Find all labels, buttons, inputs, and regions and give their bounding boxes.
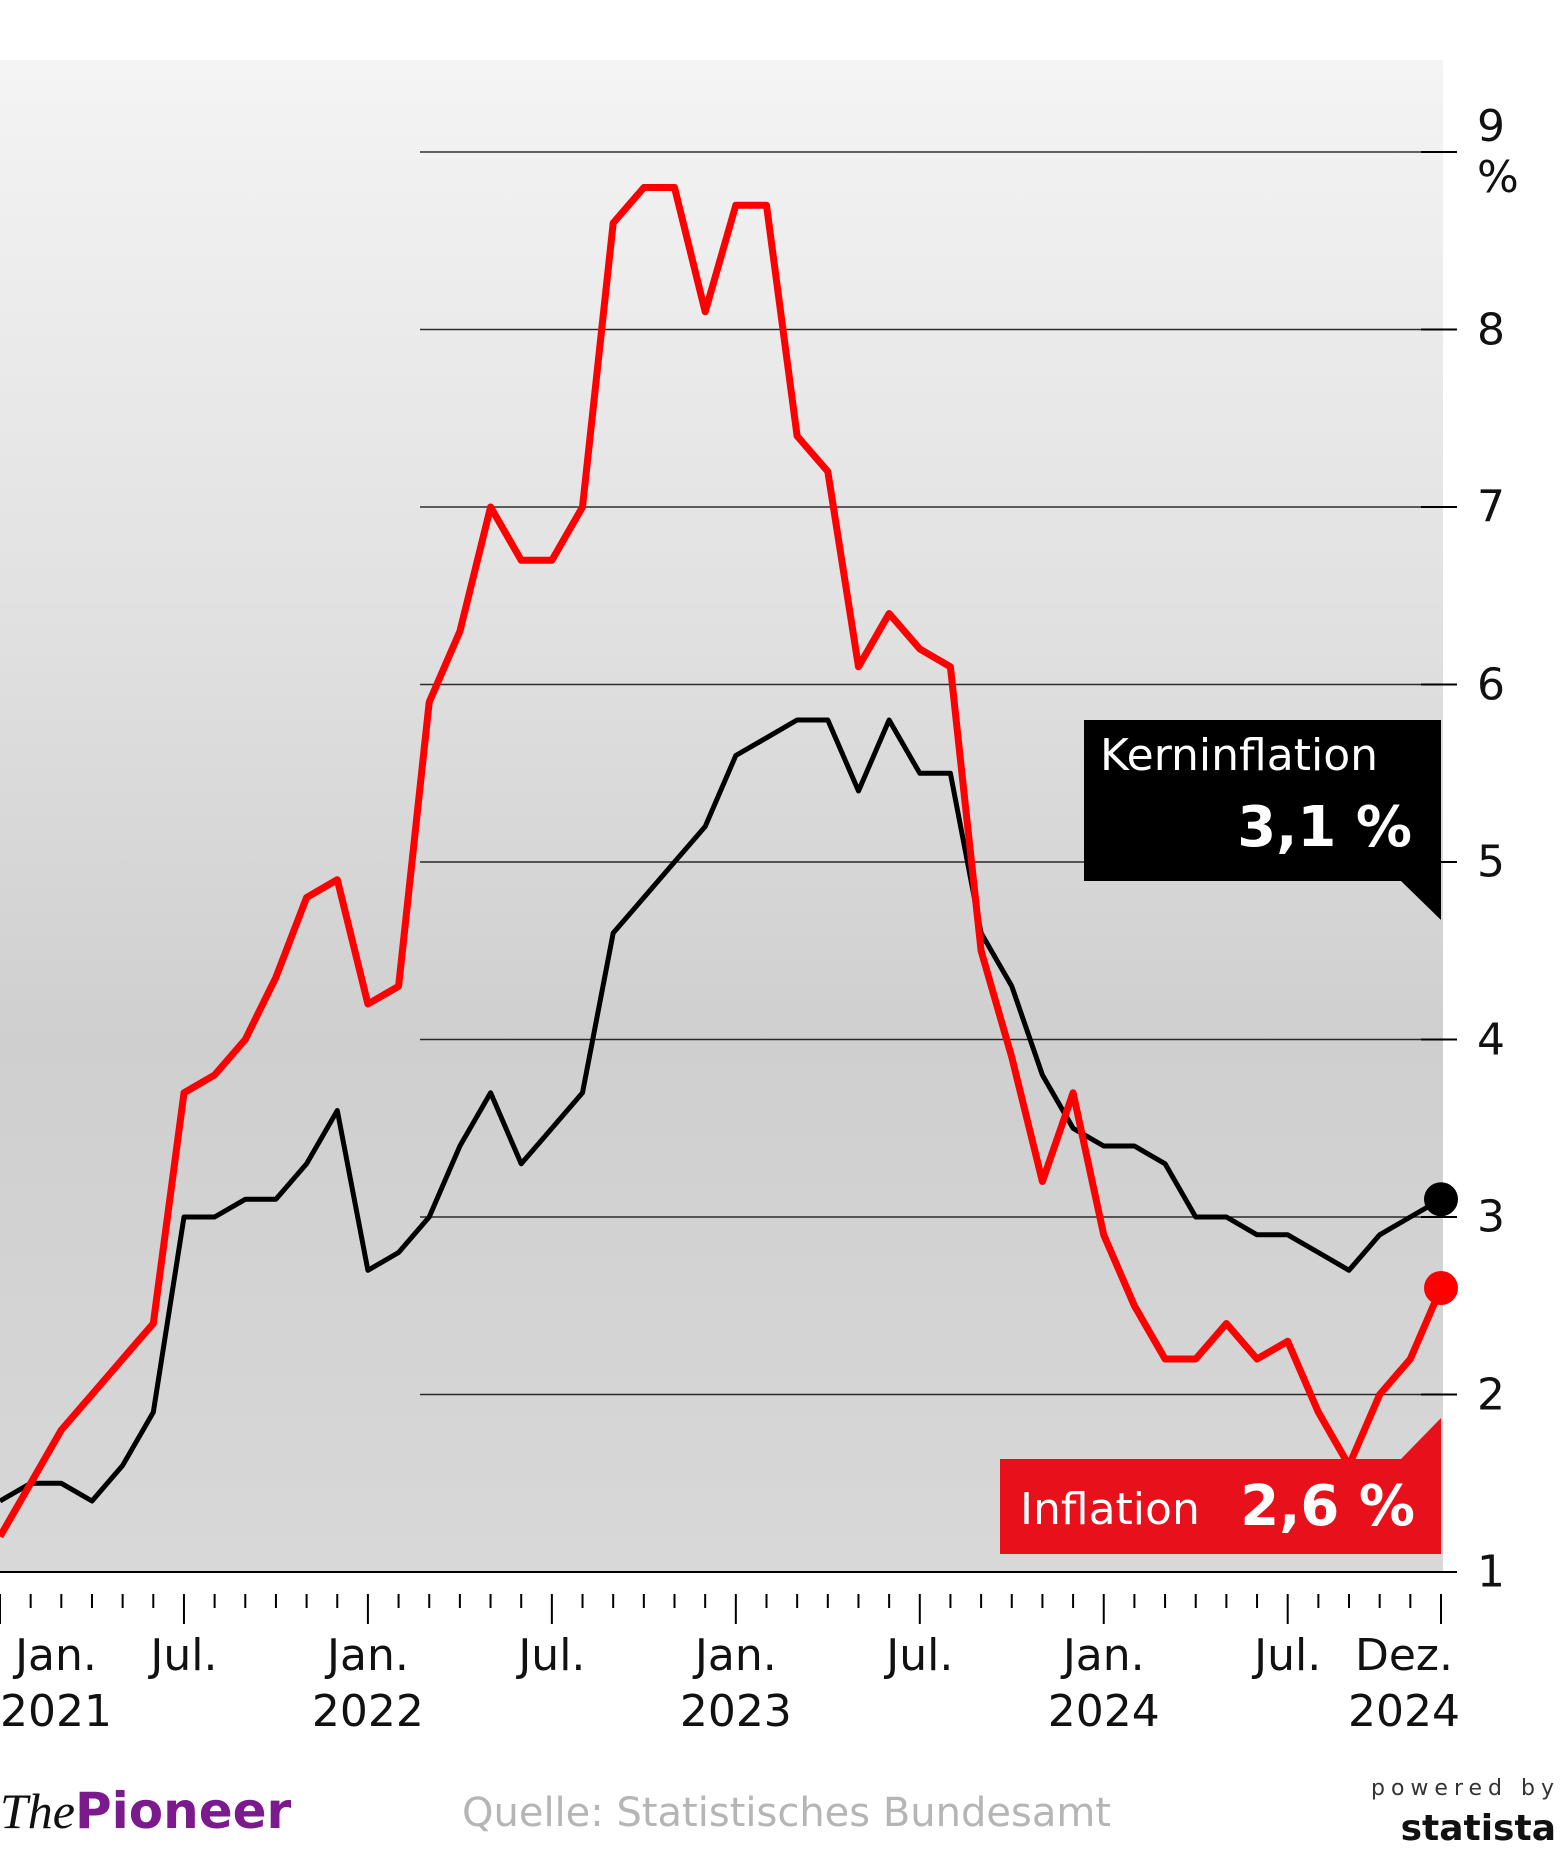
y-tick-label: 5 (1477, 836, 1505, 888)
kern-callout-pointer (1401, 881, 1441, 920)
x-tick-label: Jan. 2022 (311, 1630, 424, 1737)
x-tick-label: Jan. 2024 (1047, 1630, 1160, 1737)
x-tick-label: Jul. (150, 1630, 218, 1681)
logo-pioneer: Pioneer (75, 1782, 292, 1840)
x-tick-label: Jul. (518, 1630, 586, 1681)
x-tick-label: Jan. 2023 (679, 1630, 792, 1737)
kern-callout (1084, 720, 1441, 881)
powered-by: powered by (1371, 1776, 1560, 1801)
series-line (0, 184, 1445, 1539)
y-tick-label: 9 % (1477, 101, 1519, 203)
statista: statista (1400, 1808, 1556, 1849)
y-tick-label: 1 (1477, 1546, 1505, 1598)
logo: ThePioneer (0, 1782, 291, 1840)
x-tick-label: Jul. (1254, 1630, 1322, 1681)
logo-the: The (0, 1783, 75, 1839)
end-dot (1424, 1182, 1458, 1217)
y-tick-label: 3 (1477, 1191, 1505, 1243)
inflation-callout-value: 2,6 % (1240, 1474, 1415, 1539)
y-tick-label: 7 (1477, 481, 1505, 533)
y-tick-label: 4 (1477, 1014, 1505, 1065)
inflation-callout-title: Inflation (1020, 1484, 1200, 1535)
x-tick-label: Jul. (886, 1630, 954, 1681)
x-tick-label: Dez. 2024 (1348, 1630, 1460, 1737)
x-tick-label: Jan. 2021 (0, 1630, 112, 1737)
y-tick-label: 8 (1477, 304, 1505, 355)
inflation-callout-pointer (1401, 1418, 1441, 1459)
source: Quelle: Statistisches Bundesamt (462, 1790, 1111, 1836)
kern-callout-title: Kerninflation (1100, 730, 1379, 781)
inflation-callout (1000, 1459, 1441, 1554)
y-tick-label: 6 (1477, 659, 1505, 710)
kern-callout-value: 3,1 % (1237, 795, 1412, 860)
end-dot (1424, 1271, 1458, 1305)
y-tick-label: 2 (1477, 1369, 1505, 1420)
series-line (0, 717, 1443, 1504)
